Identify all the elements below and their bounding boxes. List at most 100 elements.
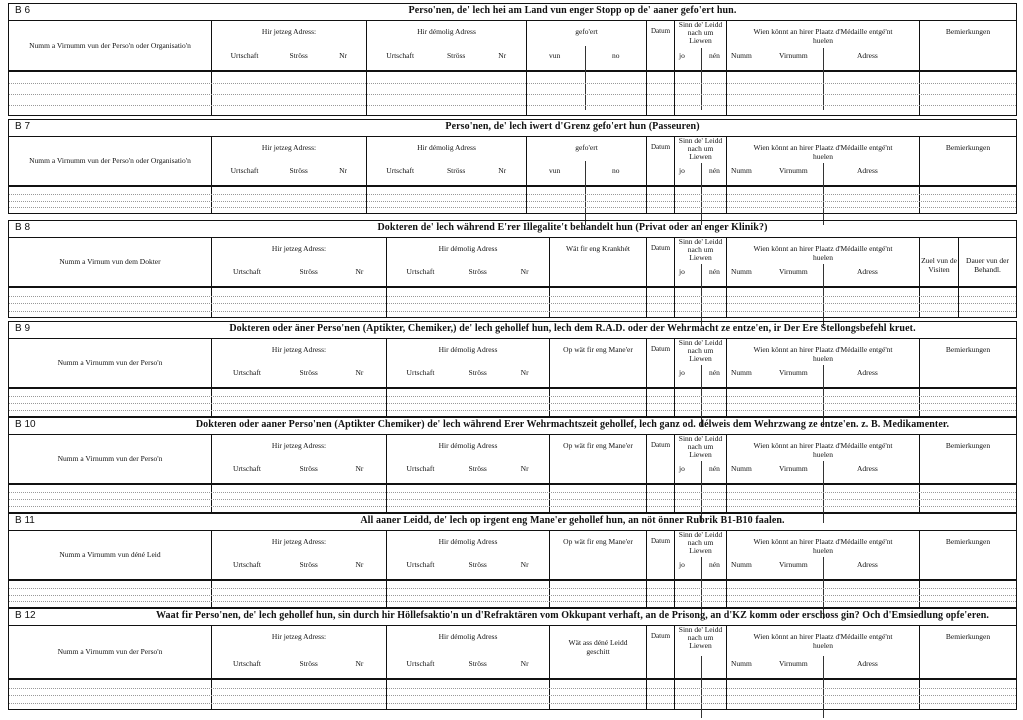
- nr-label: Nr: [355, 560, 364, 569]
- from-label: vun: [549, 166, 561, 175]
- urtschaft-label: Urtschaft: [233, 659, 261, 668]
- column-header-demolig: Hir démolig Adress Urtschaft Ströss Nr: [386, 626, 549, 678]
- date-label: Datum: [650, 244, 671, 252]
- name-column-label: Numm a Virnumm vun der Perso'n oder Orga…: [29, 40, 191, 50]
- data-line[interactable]: [9, 207, 1016, 208]
- survived-label: Sinn de' Leidd nach um Liewen: [678, 530, 723, 555]
- data-line[interactable]: [9, 506, 1016, 507]
- column-header-jetzeg: Hir jetzeg Adress: Urtschaft Ströss Nr: [211, 238, 386, 286]
- data-column: [726, 288, 919, 317]
- data-line[interactable]: [9, 94, 1016, 95]
- divider: [701, 48, 702, 110]
- current-address-label: Hir jetzeg Adress:: [271, 632, 327, 641]
- header-row: Numm a Virnumm vun der Perso'n Hir jetzeg…: [9, 339, 1016, 427]
- data-rows: [9, 389, 1016, 416]
- data-column: [549, 288, 646, 317]
- data-column: [919, 581, 1016, 607]
- first-name-label: Numm: [731, 51, 752, 60]
- data-line[interactable]: [9, 492, 1016, 493]
- address-label: Adress: [857, 51, 878, 60]
- data-line[interactable]: [9, 403, 1016, 404]
- data-line[interactable]: [9, 105, 1016, 106]
- name-column-label: Numm a Virnumm vun der Perso'n: [57, 454, 163, 463]
- nr-label: Nr: [520, 464, 529, 473]
- section-title-row: B 11 All aaner Leidd, de' lech op irgent …: [9, 514, 1016, 531]
- stross-label: Ströss: [299, 560, 318, 569]
- yes-label: jo: [679, 51, 685, 60]
- former-address-label: Hir démolig Adress: [438, 537, 498, 546]
- column-header-name: Numm a Virnumm vun der Perso'n: [9, 435, 211, 483]
- column-header-demolig: Hir démolig Adress Urtschaft Ströss Nr: [366, 137, 526, 185]
- column-header-wien: Wien könnt an hirer Plaatz d'Médaille en…: [726, 626, 919, 718]
- last-name-label: Virnumm: [779, 560, 808, 569]
- header-row: Numm a Virnumm vun der Perso'n oder Orga…: [9, 137, 1016, 225]
- data-line[interactable]: [9, 83, 1016, 84]
- data-line[interactable]: [9, 410, 1016, 411]
- data-column: [674, 288, 726, 317]
- remarks-label: Bemierkungen: [945, 143, 991, 152]
- column-header-bem: Bemierkungen: [919, 531, 1016, 579]
- data-column: [549, 389, 646, 416]
- former-address-label: Hir démolig Adress: [438, 244, 498, 253]
- column-header-wien: Wien könnt an hirer Plaatz d'Médaille en…: [726, 137, 919, 225]
- data-column: [211, 581, 386, 607]
- medal-recipient-label: Wien könnt an hirer Plaatz d'Médaille en…: [753, 345, 893, 363]
- section-title-row: B 10 Dokteren oder aaner Perso'nen (Aptik…: [9, 418, 1016, 435]
- nr-label: Nr: [498, 166, 507, 175]
- column-header-datum: Datum: [646, 137, 674, 185]
- data-column: [549, 581, 646, 607]
- header-row: Numm a Virnumm vun déné Leid Hir jetzeg A…: [9, 530, 1016, 619]
- survived-label: Sinn de' Leidd nach um Liewen: [678, 625, 723, 650]
- section-title-row: B 9 Dokteren oder äner Perso'nen (Aptikte…: [9, 322, 1016, 339]
- data-column: [211, 187, 366, 213]
- stross-label: Ströss: [299, 659, 318, 668]
- data-column: [726, 680, 919, 709]
- last-name-label: Virnumm: [779, 659, 808, 668]
- data-column: [726, 187, 919, 213]
- urtschaft-label: Urtschaft: [230, 51, 259, 60]
- data-line[interactable]: [9, 194, 1016, 195]
- data-rows: [9, 680, 1016, 709]
- data-column: [211, 680, 386, 709]
- address-label: Adress: [857, 659, 878, 668]
- first-name-label: Numm: [731, 659, 752, 668]
- data-line[interactable]: [9, 601, 1016, 602]
- section-code: B 12: [15, 610, 36, 621]
- column-header-datum: Datum: [646, 626, 674, 678]
- data-column: [919, 187, 1016, 213]
- stross-label: Ströss: [299, 267, 318, 276]
- data-line[interactable]: [9, 688, 1016, 689]
- data-line[interactable]: [9, 201, 1016, 202]
- column-header-mid: Wät ass déné Leidd geschitt: [549, 626, 646, 678]
- data-line[interactable]: [9, 499, 1016, 500]
- nr-label: Nr: [339, 51, 348, 60]
- data-column: [674, 187, 726, 213]
- data-column: [674, 389, 726, 416]
- data-line[interactable]: [9, 396, 1016, 397]
- last-name-label: Virnumm: [779, 51, 808, 60]
- section-code: B 8: [15, 222, 31, 233]
- no-label: nén: [709, 166, 720, 175]
- column-header-wien: Wien könnt an hirer Plaatz d'Médaille en…: [726, 21, 919, 110]
- column-header-wien: Wien könnt an hirer Plaatz d'Médaille en…: [726, 435, 919, 523]
- data-line[interactable]: [9, 588, 1016, 589]
- data-line[interactable]: [9, 595, 1016, 596]
- address-label: Adress: [857, 368, 878, 377]
- urtschaft-label: Urtschaft: [386, 51, 415, 60]
- header-row: Numm a Virnumm vun der Perso'n Hir jetzeg…: [9, 625, 1016, 718]
- data-line[interactable]: [9, 303, 1016, 304]
- current-address-label: Hir jetzeg Adress:: [271, 441, 327, 450]
- first-name-label: Numm: [731, 464, 752, 473]
- data-line[interactable]: [9, 703, 1016, 704]
- first-name-label: Numm: [731, 368, 752, 377]
- data-column: [366, 72, 526, 115]
- data-line[interactable]: [9, 296, 1016, 297]
- data-line[interactable]: [9, 311, 1016, 312]
- divider: [701, 656, 702, 718]
- column-header-datum: Datum: [646, 339, 674, 387]
- medal-recipient-label: Wien könnt an hirer Plaatz d'Médaille en…: [753, 441, 893, 459]
- name-column-label: Numm a Virnumm vun déné Leid: [59, 550, 161, 559]
- column-header-datum: Datum: [646, 238, 674, 286]
- data-line[interactable]: [9, 695, 1016, 696]
- data-column: [674, 680, 726, 709]
